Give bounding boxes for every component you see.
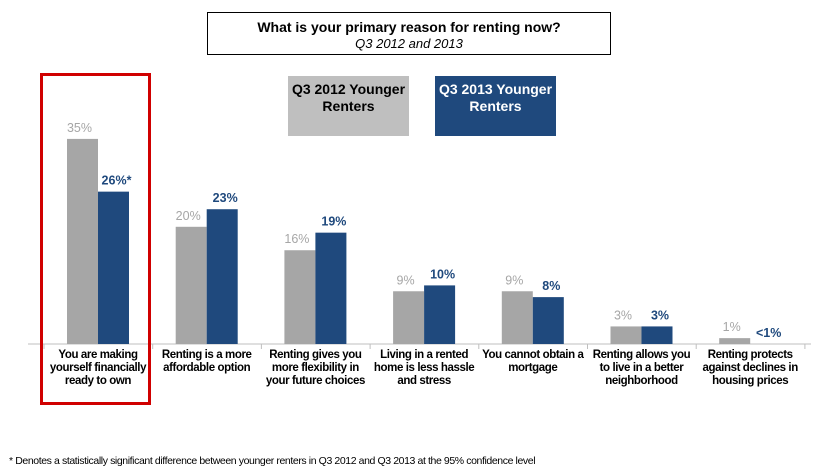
bar-q3-2012 [67, 138, 98, 344]
category-label: You cannot obtain a mortgage [482, 349, 584, 374]
data-label: 3% [651, 308, 669, 322]
bar-q3-2012 [284, 250, 316, 344]
bar-q3-2012 [175, 226, 207, 344]
bar-q3-2013 [641, 326, 673, 344]
legend-q3-2013: Q3 2013 Younger Renters [435, 76, 556, 136]
bar-q3-2012 [501, 291, 533, 344]
data-label: 20% [176, 209, 201, 223]
bar-q3-2013 [206, 209, 238, 344]
data-label: 1% [723, 320, 741, 334]
bar-q3-2012 [610, 326, 642, 344]
data-label: 35% [67, 121, 92, 135]
legend-q3-2012: Q3 2012 Younger Renters [288, 76, 409, 136]
data-label: 9% [397, 273, 415, 287]
bar-q3-2012 [393, 291, 425, 344]
bar-q3-2013 [315, 232, 347, 344]
data-label: 3% [614, 308, 632, 322]
category-label: Renting gives you more flexibility in yo… [265, 349, 366, 387]
chart-title: What is your primary reason for renting … [257, 19, 561, 35]
category-label: Renting allows you to live in a better n… [592, 349, 691, 387]
data-label: 23% [213, 191, 238, 205]
data-label: 8% [542, 279, 560, 293]
chart-subtitle: Q3 2012 and 2013 [355, 36, 463, 51]
highlight-box [40, 73, 151, 405]
data-label: 26%* [102, 174, 132, 188]
category-label: Living in a rented home is less hassle a… [373, 349, 475, 387]
bar-q3-2013 [424, 285, 456, 344]
data-label: <1% [756, 326, 781, 340]
data-label: 16% [284, 232, 309, 246]
bar-q3-2013 [532, 297, 564, 344]
category-label: Renting protects against declines in hou… [702, 349, 799, 387]
bar-q3-2012 [719, 338, 751, 344]
data-label: 10% [430, 267, 455, 281]
chart-title-box: What is your primary reason for renting … [207, 12, 611, 55]
footnote: * Denotes a statistically significant di… [9, 455, 536, 467]
data-label: 9% [505, 273, 523, 287]
category-label: Renting is a more affordable option [161, 349, 252, 374]
bar-q3-2013 [98, 191, 129, 344]
category-label: You are making yourself financially read… [49, 349, 147, 387]
data-label: 19% [321, 215, 346, 229]
